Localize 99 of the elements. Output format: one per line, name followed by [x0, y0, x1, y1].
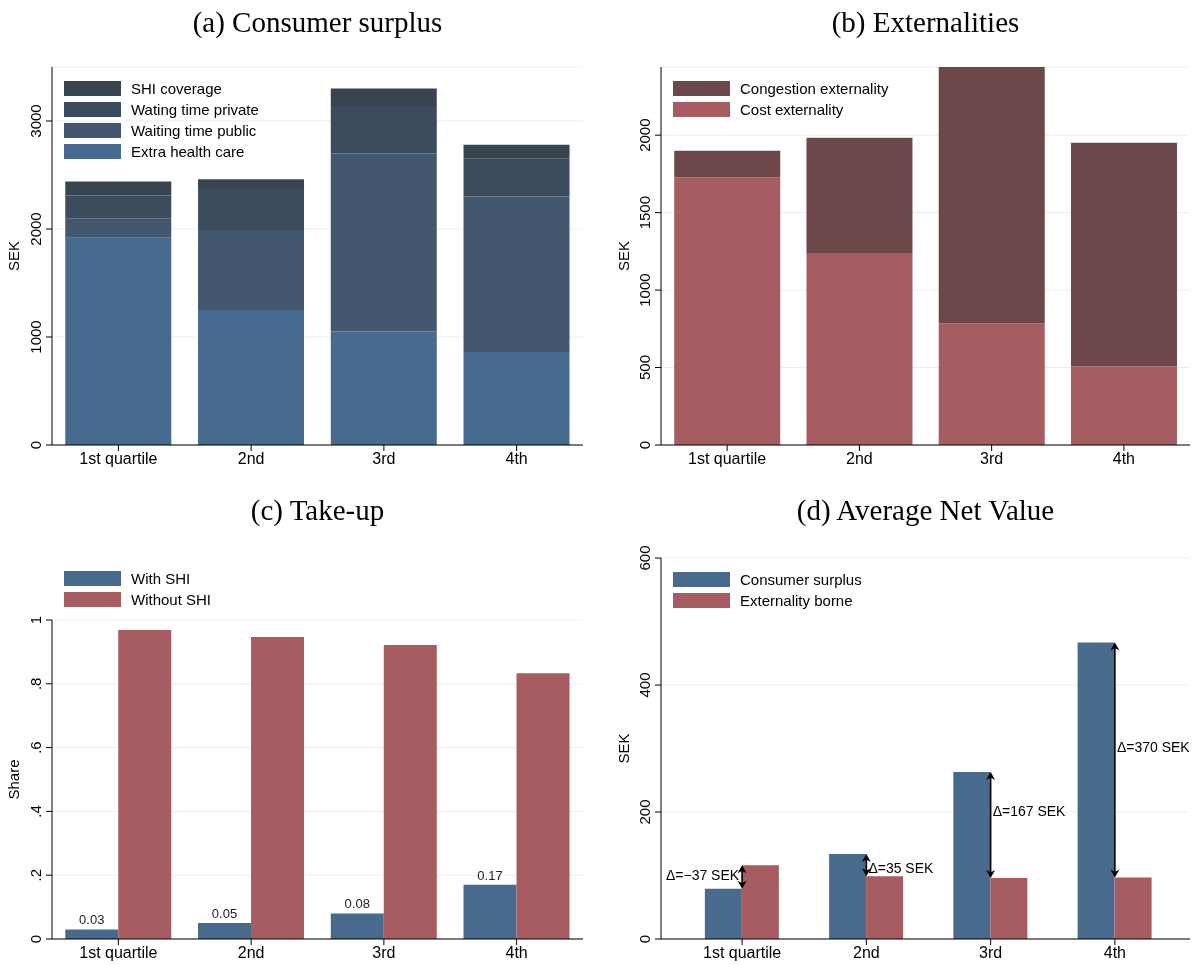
x-tick-label: 3rd	[980, 450, 1004, 468]
data-label: 0.05	[211, 906, 238, 922]
y-axis-title: SEK	[615, 733, 633, 764]
bar	[65, 195, 172, 219]
data-label: 0.08	[344, 896, 370, 912]
legend-label: Without SHI	[131, 591, 212, 608]
bar	[330, 88, 437, 106]
bar	[251, 636, 305, 939]
y-tick-label: .8	[27, 677, 44, 691]
x-tick-label: 3rd	[372, 450, 396, 468]
legend-label: With SHI	[131, 570, 191, 587]
y-axis-title: Share	[5, 759, 23, 800]
x-tick-label: 4th	[1103, 944, 1126, 962]
x-tick-label: 4th	[505, 944, 528, 962]
bar	[65, 237, 172, 445]
x-tick-label: 1st quartile	[79, 944, 158, 962]
y-tick-label: 500	[636, 355, 653, 381]
y-tick-label: 3000	[27, 104, 44, 138]
annotation: Δ=167 SEK	[992, 802, 1067, 819]
bar	[1070, 142, 1177, 367]
y-tick-label: 1000	[27, 320, 44, 354]
y-tick-label: 0	[27, 934, 44, 944]
annotation: Δ=−37 SEK	[665, 867, 740, 884]
x-tick-label: 1st quartile	[702, 944, 782, 962]
bar	[806, 137, 913, 253]
bar	[330, 913, 384, 939]
bar	[990, 878, 1028, 939]
bar	[198, 923, 252, 939]
y-tick-label: 2000	[636, 118, 653, 152]
x-tick-label: 3rd	[979, 944, 1003, 962]
bar	[463, 884, 517, 939]
bar	[198, 179, 305, 190]
chart-title: (a) Consumer surplus	[191, 5, 444, 40]
y-tick-label: 600	[636, 545, 653, 571]
y-tick-label: 200	[636, 799, 653, 825]
chart-title: (c) Take-up	[249, 493, 386, 528]
bar	[383, 644, 437, 939]
bar	[1114, 877, 1152, 939]
bar	[829, 853, 867, 939]
bar	[463, 158, 570, 197]
data-label: 0.03	[79, 912, 105, 928]
annotation: Δ=370 SEK	[1116, 739, 1191, 756]
y-tick-label: 1500	[636, 195, 653, 230]
y-tick-label: 0	[27, 440, 44, 450]
bar	[330, 105, 437, 154]
bar	[463, 196, 570, 353]
y-tick-label: 0	[636, 440, 653, 450]
y-axis-title: SEK	[5, 240, 23, 272]
y-tick-label: 1	[27, 615, 44, 625]
bar	[65, 181, 172, 196]
y-tick-label: .2	[27, 868, 44, 882]
x-tick-label: 2nd	[846, 450, 873, 468]
annotation: Δ=35 SEK	[868, 859, 935, 876]
x-tick-label: 4th	[505, 450, 528, 468]
bar	[330, 331, 437, 445]
y-tick-label: 1000	[636, 273, 653, 307]
x-tick-label: 2nd	[237, 450, 265, 468]
legend-label: Consumer surplus	[740, 571, 862, 588]
legend-label: Extra health care	[131, 143, 245, 160]
x-tick-label: 2nd	[853, 944, 880, 962]
y-tick-label: 0	[636, 934, 653, 944]
chart-title: (b) Externalities	[830, 5, 1021, 40]
y-tick-label: .6	[27, 741, 44, 754]
legend-label: Wating time private	[131, 101, 259, 118]
x-tick-label: 2nd	[237, 944, 265, 962]
bar	[674, 177, 781, 445]
x-tick-label: 4th	[1112, 450, 1135, 468]
bar	[65, 218, 172, 238]
legend-label: Cost externality	[740, 101, 844, 118]
bar	[704, 888, 742, 939]
bar	[198, 230, 305, 310]
x-tick-label: 1st quartile	[687, 450, 767, 468]
bar	[674, 150, 781, 178]
legend-label: Externality borne	[740, 592, 853, 609]
bar	[866, 876, 904, 939]
bar	[806, 252, 913, 445]
legend-label: Congestion externality	[740, 80, 889, 97]
bar	[65, 929, 119, 939]
x-tick-label: 1st quartile	[79, 450, 158, 468]
bar	[1070, 366, 1177, 445]
data-label: 0.17	[477, 867, 503, 883]
y-axis-title: SEK	[615, 240, 633, 272]
legend-label: Waiting time public	[131, 122, 257, 139]
x-tick-label: 3rd	[372, 944, 396, 962]
bar	[938, 67, 1045, 324]
bar	[198, 189, 305, 231]
bar	[118, 629, 172, 939]
bar	[198, 310, 305, 445]
chart-title: (d) Average Net Value	[795, 493, 1056, 528]
bar	[516, 673, 570, 939]
bar	[330, 153, 437, 332]
y-tick-label: 2000	[27, 212, 44, 246]
bar	[463, 144, 570, 159]
bar	[741, 865, 779, 939]
y-tick-label: 400	[636, 672, 653, 698]
legend-label: SHI coverage	[131, 80, 222, 97]
y-tick-label: .4	[27, 805, 44, 818]
bar	[463, 352, 570, 445]
bar	[938, 323, 1045, 445]
